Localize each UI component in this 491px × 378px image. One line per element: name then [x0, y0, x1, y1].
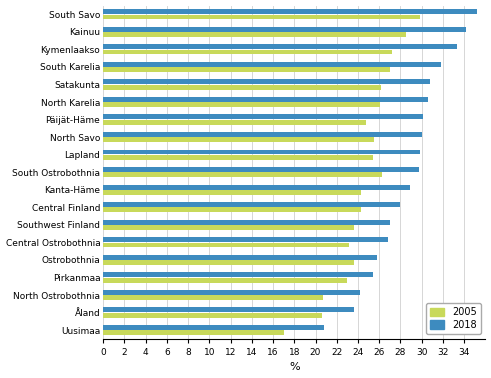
Bar — [103, 79, 430, 84]
Legend: 2005, 2018: 2005, 2018 — [426, 303, 481, 334]
Bar — [103, 290, 360, 295]
Bar — [103, 120, 366, 125]
Bar — [103, 102, 381, 107]
Bar — [103, 330, 284, 335]
Bar — [103, 27, 466, 32]
Bar — [103, 277, 347, 282]
Bar — [103, 220, 390, 225]
Bar — [103, 255, 377, 260]
X-axis label: %: % — [289, 363, 300, 372]
Bar — [103, 32, 406, 37]
Bar — [103, 185, 410, 190]
Bar — [103, 190, 361, 195]
Bar — [103, 295, 323, 300]
Bar — [103, 67, 390, 72]
Bar — [103, 132, 422, 137]
Bar — [103, 172, 382, 177]
Bar — [103, 150, 420, 155]
Bar — [103, 167, 418, 172]
Bar — [103, 202, 401, 207]
Bar — [103, 307, 354, 312]
Bar — [103, 97, 428, 102]
Bar — [103, 325, 324, 330]
Bar — [103, 155, 373, 160]
Bar — [103, 225, 354, 230]
Bar — [103, 313, 322, 318]
Bar — [103, 115, 423, 119]
Bar — [103, 85, 382, 90]
Bar — [103, 208, 361, 212]
Bar — [103, 62, 441, 67]
Bar — [103, 237, 388, 242]
Bar — [103, 44, 457, 49]
Bar — [103, 137, 374, 142]
Bar — [103, 14, 420, 19]
Bar — [103, 50, 392, 54]
Bar — [103, 260, 354, 265]
Bar — [103, 273, 373, 277]
Bar — [103, 243, 350, 248]
Bar — [103, 9, 477, 14]
